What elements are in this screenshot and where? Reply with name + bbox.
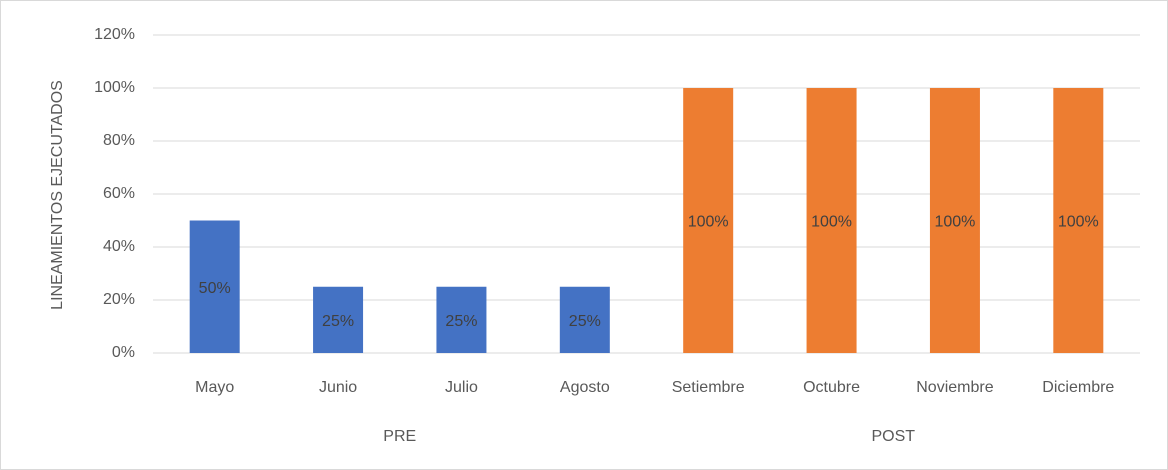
bar [559,286,610,353]
bar [929,88,980,353]
bar [806,88,857,353]
x-tick-label: Mayo [195,379,234,396]
data-label: 50% [199,280,231,297]
data-label: 25% [569,313,601,330]
bar [436,286,487,353]
y-tick-label: 20% [103,291,135,308]
x-tick-label: Setiembre [672,379,745,396]
data-label: 25% [322,313,354,330]
x-tick-label: Agosto [560,379,610,396]
data-label: 100% [811,214,852,231]
x-tick-label: Junio [319,379,357,396]
x-tick-label: Diciembre [1042,379,1114,396]
data-label: 100% [934,214,975,231]
bar [683,88,734,353]
data-label: 100% [688,214,729,231]
x-tick-label: Octubre [803,379,860,396]
bar [189,220,240,353]
data-label: 100% [1058,214,1099,231]
x-tick-label: Julio [445,379,478,396]
x-tick-label: Noviembre [916,379,993,396]
group-label: PRE [383,428,416,445]
y-tick-label: 0% [112,344,135,361]
y-tick-label: 100% [94,79,135,96]
bar [1053,88,1104,353]
y-tick-label: 40% [103,238,135,255]
data-label: 25% [445,313,477,330]
y-tick-label: 60% [103,185,135,202]
group-label: POST [871,428,915,445]
y-tick-label: 120% [94,26,135,43]
y-tick-label: 80% [103,132,135,149]
bar [313,286,364,353]
y-axis-title: LINEAMIENTOS EJECUTADOS [49,80,66,310]
